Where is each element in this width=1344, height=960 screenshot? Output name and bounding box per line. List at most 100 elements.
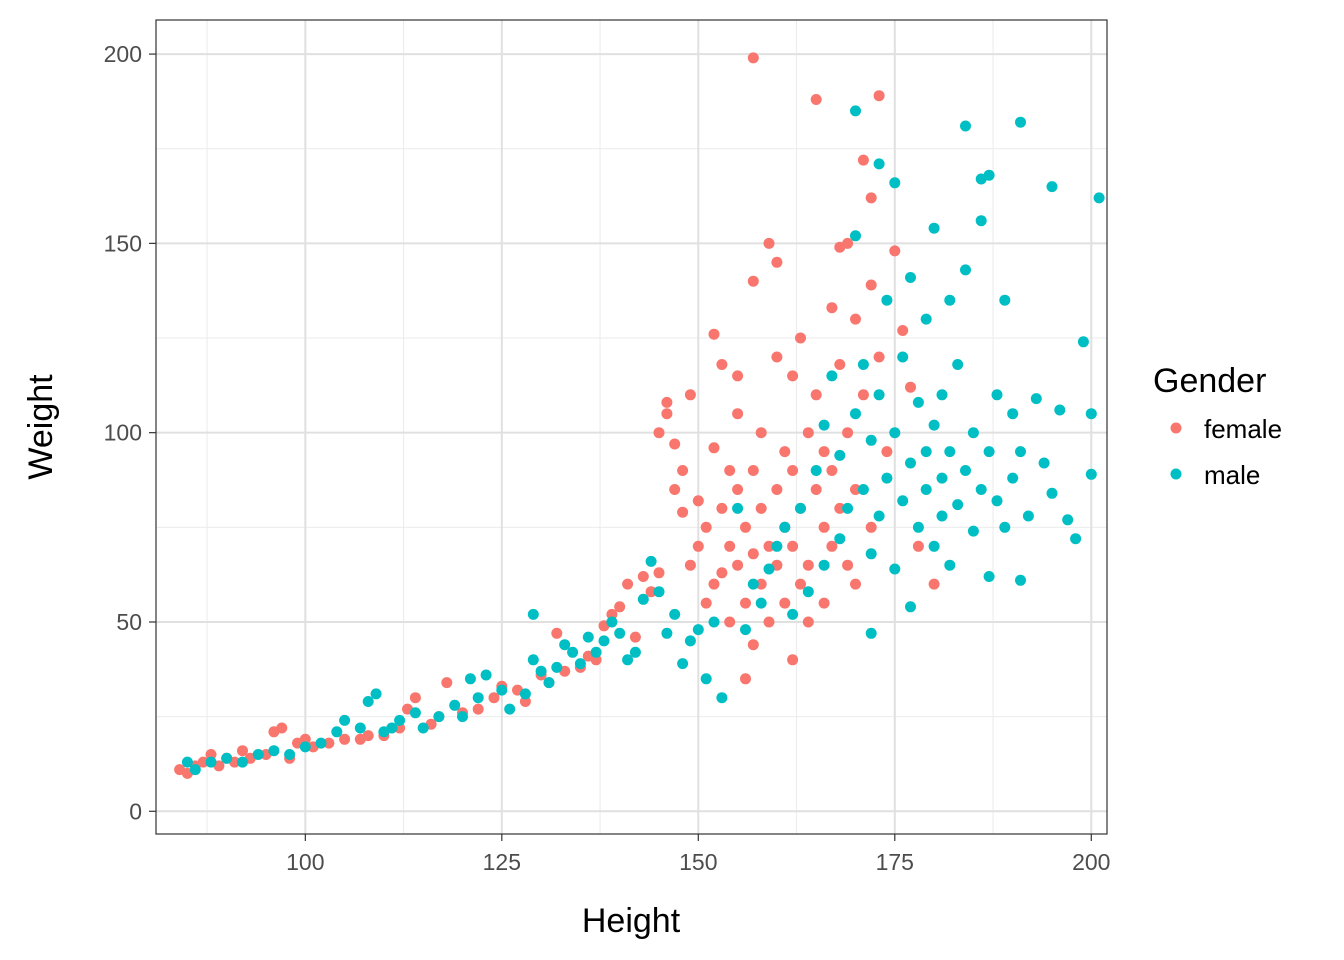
point-female xyxy=(339,733,351,745)
point-female xyxy=(755,578,767,590)
point-male xyxy=(559,639,571,651)
y-tick-label: 150 xyxy=(104,230,142,256)
point-female xyxy=(653,567,665,579)
point-male xyxy=(268,745,280,757)
point-male xyxy=(339,714,351,726)
point-male xyxy=(865,627,877,639)
point-female xyxy=(732,370,744,382)
point-female xyxy=(826,465,838,476)
point-female xyxy=(708,442,720,454)
point-male xyxy=(1077,336,1089,348)
point-male xyxy=(299,741,311,753)
point-male xyxy=(622,654,634,666)
point-male xyxy=(614,627,626,639)
data-points xyxy=(174,52,1105,779)
point-male xyxy=(873,389,885,401)
point-female xyxy=(299,733,311,745)
point-male xyxy=(983,169,995,181)
point-female xyxy=(810,389,822,401)
point-male xyxy=(991,495,1003,507)
point-male xyxy=(999,521,1011,533)
x-tick-label: 100 xyxy=(286,849,324,875)
point-female xyxy=(519,696,531,707)
point-male xyxy=(472,692,484,704)
point-female xyxy=(629,631,641,643)
point-female xyxy=(551,627,563,639)
point-male xyxy=(519,688,531,700)
point-male xyxy=(826,370,838,382)
point-female xyxy=(787,370,799,382)
point-female xyxy=(684,559,696,571)
point-male xyxy=(944,559,956,571)
point-male xyxy=(1070,533,1082,545)
point-male xyxy=(779,521,791,533)
point-male xyxy=(983,446,995,458)
point-male xyxy=(975,484,987,495)
point-female xyxy=(928,578,940,590)
point-female xyxy=(795,578,806,590)
point-male xyxy=(590,646,602,658)
point-male xyxy=(433,711,445,723)
point-male xyxy=(755,597,767,609)
point-female xyxy=(237,745,248,757)
point-male xyxy=(842,502,854,514)
point-male xyxy=(1085,468,1097,480)
point-female xyxy=(905,381,916,393)
point-male xyxy=(810,465,822,476)
point-female xyxy=(669,484,681,495)
point-male xyxy=(928,540,940,552)
point-female xyxy=(716,359,728,370)
point-male xyxy=(732,502,744,514)
point-female xyxy=(763,237,775,249)
point-female xyxy=(732,408,744,420)
point-male xyxy=(205,756,217,768)
point-male xyxy=(740,624,751,636)
point-male xyxy=(834,533,846,545)
point-male xyxy=(857,359,869,370)
x-axis-title: Height xyxy=(582,902,681,940)
point-female xyxy=(818,521,830,533)
point-male xyxy=(944,446,956,458)
point-male xyxy=(850,230,861,242)
point-male xyxy=(661,627,673,639)
x-tick-label: 200 xyxy=(1072,849,1110,875)
legend: Gender female male xyxy=(1153,362,1282,490)
plot-panel-border xyxy=(155,19,1108,835)
point-male xyxy=(386,722,398,734)
point-male xyxy=(315,737,327,749)
point-female xyxy=(724,540,736,552)
legend-label-female: female xyxy=(1204,414,1282,444)
major-gridlines xyxy=(156,20,1107,834)
point-male xyxy=(975,215,987,227)
point-male xyxy=(889,427,901,439)
point-male xyxy=(897,351,909,363)
point-male xyxy=(449,699,461,711)
point-female xyxy=(826,540,838,552)
point-female xyxy=(740,521,751,533)
point-female xyxy=(472,703,484,715)
point-male xyxy=(850,408,861,420)
point-male xyxy=(920,313,932,325)
y-tick-label: 0 xyxy=(129,798,142,824)
point-male xyxy=(700,673,712,685)
point-male xyxy=(1015,116,1026,128)
point-male xyxy=(928,419,940,431)
point-female xyxy=(802,427,814,439)
point-male xyxy=(464,673,476,685)
point-female xyxy=(802,559,814,571)
point-male xyxy=(818,419,830,431)
point-male xyxy=(716,692,728,704)
point-male xyxy=(457,711,468,723)
point-male xyxy=(912,521,924,533)
x-axis-ticks: 100 125 150 175 200 xyxy=(286,834,1110,875)
point-male xyxy=(763,563,775,575)
point-female xyxy=(661,396,673,408)
point-male xyxy=(991,389,1003,401)
point-female xyxy=(362,730,374,742)
point-male xyxy=(692,624,704,636)
point-female xyxy=(724,465,736,476)
point-male xyxy=(834,449,846,461)
point-male xyxy=(747,578,759,590)
